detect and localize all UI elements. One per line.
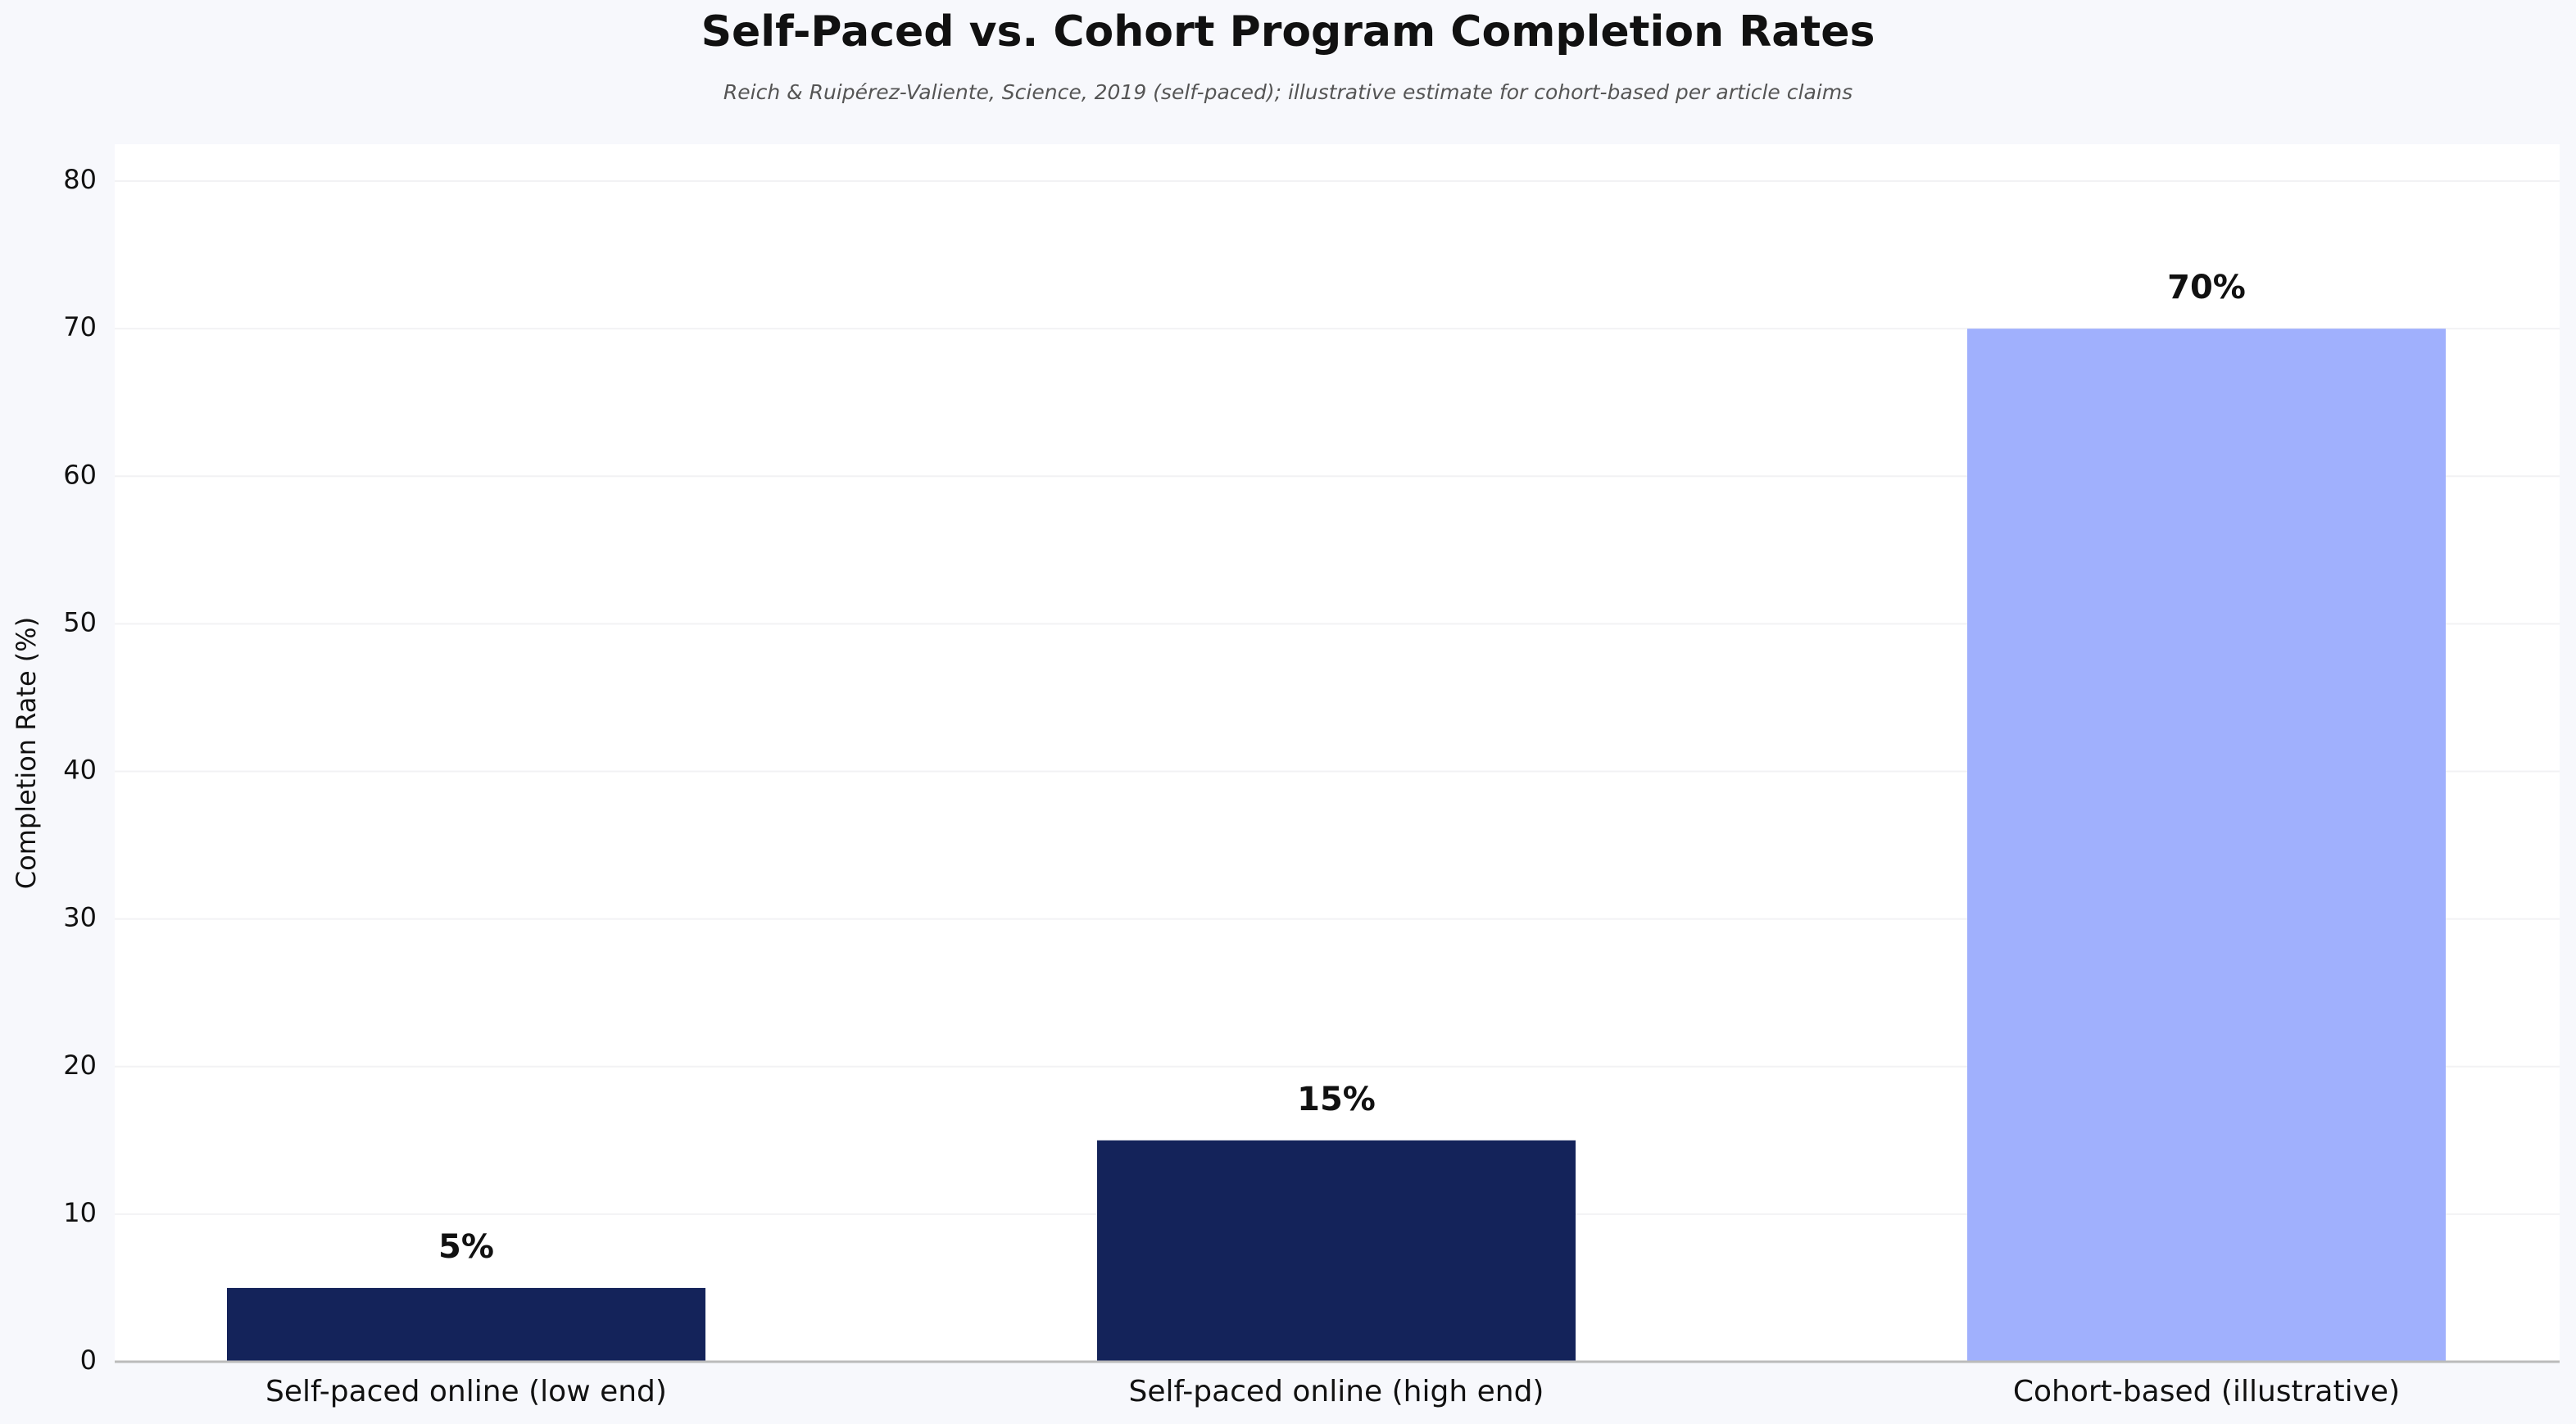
chart-subtitle: Reich & Ruipérez-Valiente, Science, 2019… <box>723 80 1853 104</box>
y-tick-label: 0 <box>80 1345 97 1376</box>
bar <box>1097 1140 1576 1362</box>
y-tick-label: 20 <box>63 1050 97 1081</box>
bar <box>1967 329 2446 1363</box>
y-tick-label: 60 <box>63 459 97 490</box>
y-tick-label: 10 <box>63 1197 97 1228</box>
x-tick-label: Cohort-based (illustrative) <box>2013 1375 2400 1408</box>
bar <box>227 1287 705 1362</box>
value-label: 15% <box>1297 1081 1376 1118</box>
y-tick-label: 80 <box>63 164 97 195</box>
y-tick-label: 50 <box>63 606 97 637</box>
x-tick-label: Self-paced online (high end) <box>1129 1375 1544 1408</box>
y-tick-label: 40 <box>63 755 97 786</box>
value-label: 70% <box>2167 269 2246 306</box>
y-axis-label: Completion Rate (%) <box>11 617 42 889</box>
y-tick-label: 70 <box>63 311 97 342</box>
chart-title: Self-Paced vs. Cohort Program Completion… <box>701 7 1875 57</box>
value-label: 5% <box>438 1228 494 1266</box>
y-tick-label: 30 <box>63 902 97 933</box>
x-tick-label: Self-paced online (low end) <box>265 1375 667 1408</box>
